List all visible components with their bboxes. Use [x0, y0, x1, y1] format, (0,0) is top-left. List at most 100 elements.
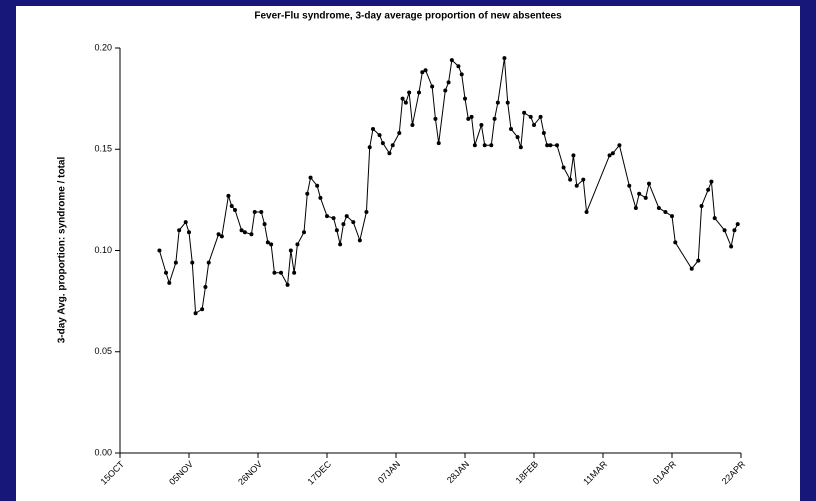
data-point — [637, 191, 642, 196]
data-point — [367, 145, 372, 150]
data-point — [183, 220, 188, 225]
data-point — [315, 183, 320, 188]
data-point — [670, 214, 674, 219]
data-point — [610, 151, 615, 156]
data-point — [699, 203, 704, 208]
data-point — [187, 230, 191, 235]
data-point — [712, 216, 717, 221]
panel — [16, 6, 800, 501]
data-point — [459, 72, 464, 77]
data-point — [647, 181, 651, 186]
data-point — [206, 260, 211, 265]
data-point — [518, 145, 523, 150]
data-point — [377, 133, 382, 138]
data-point — [407, 90, 412, 95]
data-point — [233, 208, 237, 212]
data-point — [689, 266, 694, 271]
data-point — [364, 210, 369, 215]
data-point — [568, 177, 573, 182]
data-point — [265, 240, 270, 245]
data-point — [522, 110, 527, 115]
data-point — [709, 179, 714, 184]
data-point — [302, 230, 306, 235]
y-tick-label: 0.05 — [94, 346, 112, 356]
data-point — [400, 96, 405, 101]
data-point — [617, 143, 622, 148]
data-point — [308, 175, 313, 180]
data-point — [607, 153, 612, 158]
data-point — [581, 177, 586, 182]
data-point — [571, 153, 576, 158]
data-point — [479, 122, 484, 127]
data-point — [390, 143, 395, 148]
data-point — [423, 68, 428, 73]
data-point — [430, 84, 435, 89]
data-point — [318, 195, 323, 200]
data-point — [633, 205, 638, 210]
data-point — [449, 58, 454, 63]
data-point — [584, 210, 589, 215]
data-point — [561, 165, 566, 170]
data-point — [387, 151, 392, 156]
data-point — [472, 143, 477, 148]
data-point — [528, 114, 533, 119]
data-point — [288, 248, 293, 253]
data-point — [482, 143, 487, 148]
data-point — [545, 143, 550, 148]
data-point — [722, 228, 727, 233]
data-point — [380, 141, 385, 146]
data-point — [331, 216, 336, 221]
y-tick-label: 0.00 — [94, 447, 112, 457]
data-point — [341, 222, 346, 227]
data-point — [463, 96, 467, 101]
y-tick-label: 0.20 — [94, 42, 112, 52]
data-point — [505, 100, 510, 105]
data-point — [538, 114, 543, 119]
data-point — [252, 210, 257, 215]
data-point — [164, 270, 168, 275]
data-point — [656, 205, 661, 210]
data-point — [371, 127, 375, 131]
data-point — [489, 143, 494, 148]
data-point — [548, 143, 553, 148]
data-point — [262, 222, 267, 227]
data-point — [492, 116, 497, 121]
data-point — [410, 122, 415, 127]
data-point — [729, 244, 734, 249]
data-point — [173, 260, 178, 265]
data-point — [157, 248, 162, 253]
data-point — [239, 228, 244, 233]
data-point — [673, 240, 678, 245]
data-point — [177, 228, 182, 233]
data-point — [167, 280, 172, 285]
data-point — [469, 114, 474, 119]
data-point — [446, 80, 451, 85]
data-point — [509, 127, 513, 131]
data-point — [338, 242, 343, 247]
data-point — [541, 131, 546, 136]
data-point — [272, 270, 277, 275]
data-point — [627, 183, 632, 188]
data-point — [219, 234, 224, 239]
data-point — [456, 64, 461, 69]
data-point — [417, 90, 421, 95]
data-point — [443, 88, 448, 93]
y-tick-label: 0.10 — [94, 245, 112, 255]
data-point — [397, 131, 402, 136]
data-point — [334, 228, 339, 233]
data-point — [190, 260, 195, 265]
data-point — [515, 135, 520, 140]
data-point — [269, 242, 274, 247]
data-point — [495, 100, 500, 105]
data-point — [574, 183, 579, 188]
data-point — [643, 195, 648, 200]
data-point — [226, 193, 231, 198]
data-point — [216, 232, 221, 237]
data-point — [203, 284, 208, 289]
data-point — [436, 141, 441, 146]
data-point — [420, 70, 425, 75]
data-point — [502, 56, 507, 61]
data-point — [732, 228, 737, 233]
